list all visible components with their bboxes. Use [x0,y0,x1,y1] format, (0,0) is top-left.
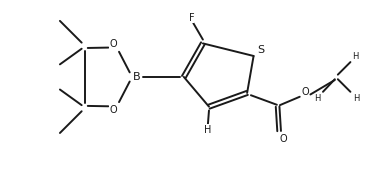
Text: O: O [301,87,309,97]
Text: H: H [314,94,321,103]
Text: F: F [189,13,194,23]
Text: S: S [258,45,265,55]
Text: O: O [109,39,117,49]
Text: O: O [109,105,117,115]
Text: H: H [353,94,359,103]
Text: O: O [279,134,287,144]
Text: H: H [204,125,212,135]
Text: B: B [133,72,140,82]
Text: H: H [352,52,359,61]
